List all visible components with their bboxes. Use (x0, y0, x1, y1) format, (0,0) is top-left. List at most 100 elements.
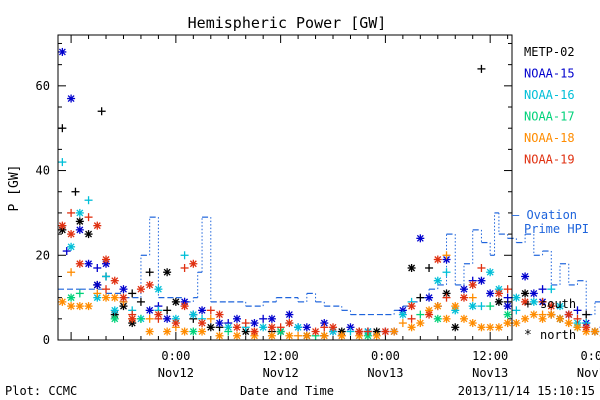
noaa-17-south-point (416, 310, 425, 319)
star-stroke (268, 332, 276, 340)
star-stroke (434, 315, 442, 323)
star-stroke (277, 328, 285, 335)
noaa-19-north-point (285, 319, 294, 328)
noaa-16-north-point (512, 293, 521, 302)
legend: METP-02 NOAA-15 NOAA-16 NOAA-17 NOAA-18 NOAA-… (512, 45, 589, 343)
noaa-15-north-point (215, 319, 224, 328)
noaa-18-south-point (67, 268, 76, 277)
star-stroke (547, 302, 555, 310)
noaa-16-north-point (154, 285, 163, 294)
x-tick-label-date: Nov12 (158, 366, 194, 380)
noaa-19-south-point (407, 314, 416, 323)
noaa-16-north-point (224, 323, 233, 332)
star-stroke (425, 311, 433, 319)
noaa-19-north-point (311, 327, 320, 336)
star-stroke (530, 289, 538, 297)
noaa-19-north-point (154, 310, 163, 319)
star-stroke (521, 289, 529, 297)
noaa-15-north-point (459, 285, 468, 294)
noaa-19-south-point (84, 213, 93, 222)
star-stroke (198, 319, 206, 327)
noaa-15-north-point (93, 280, 102, 289)
star-stroke (85, 302, 93, 310)
noaa-19-north-point (494, 289, 503, 298)
metp-02-north-point (494, 297, 503, 306)
star-stroke (233, 323, 241, 331)
star-stroke (416, 319, 424, 327)
star-stroke (434, 302, 442, 310)
noaa-19-north-point (145, 280, 154, 289)
legend-marker-south: south (540, 297, 576, 311)
noaa-16-south-point (84, 196, 93, 205)
noaa-16-north-point (529, 297, 538, 306)
noaa-18-north-point (486, 323, 495, 332)
x-tick-label-date: Nov13 (367, 366, 403, 380)
star-stroke (504, 311, 512, 319)
noaa-18-north-point (451, 302, 460, 311)
noaa-19-south-point (206, 306, 215, 315)
star-stroke (574, 323, 581, 331)
star-stroke (76, 260, 84, 268)
star-stroke (128, 315, 136, 323)
noaa-18-north-point (521, 314, 530, 323)
noaa-19-north-point (250, 327, 259, 336)
noaa-18-north-point (433, 302, 442, 311)
star-stroke (216, 311, 223, 319)
plot-source-label: Plot: CCMC (5, 384, 77, 398)
star-stroke (320, 319, 328, 327)
star-stroke (189, 328, 197, 335)
star-stroke (285, 332, 293, 340)
noaa-18-north-point (145, 327, 154, 336)
metp-02-north-point (75, 217, 84, 226)
noaa-15-north-point (198, 306, 207, 315)
metp-02-south-point (582, 310, 591, 319)
star-stroke (163, 268, 171, 276)
noaa-18-north-point (180, 327, 189, 336)
star-stroke (154, 285, 162, 293)
noaa-17-north-point (67, 293, 76, 302)
star-stroke (408, 302, 416, 310)
noaa-16-north-point (75, 208, 84, 217)
noaa-15-north-point (285, 310, 294, 319)
star-stroke (111, 315, 119, 323)
noaa-18-north-point (416, 319, 425, 328)
x-tick-label-time: 12:00 (472, 349, 508, 363)
noaa-15-north-point (302, 323, 311, 332)
star-stroke (102, 256, 110, 263)
noaa-18-north-point (320, 331, 329, 340)
star-stroke (591, 328, 599, 335)
star-stroke (495, 323, 503, 331)
noaa-18-north-point (198, 327, 207, 336)
star-stroke (565, 311, 573, 319)
noaa-15-south-point (573, 306, 582, 315)
star-stroke (216, 332, 223, 340)
star-stroke (312, 328, 320, 335)
star-stroke (242, 328, 250, 335)
noaa-18-north-point (67, 302, 76, 311)
star-stroke (556, 315, 564, 323)
noaa-19-north-point (58, 221, 67, 230)
star-stroke (67, 95, 75, 103)
noaa-18-north-point (538, 314, 547, 323)
legend-item-noaa-15: NOAA-15 (524, 67, 575, 81)
noaa-15-north-point (119, 285, 128, 294)
star-stroke (181, 328, 189, 335)
star-stroke (189, 260, 197, 268)
star-stroke (469, 319, 477, 327)
x-tick-label-time: 0:00 (161, 349, 190, 363)
x-tick-label-date: Nov13 (472, 366, 508, 380)
noaa-18-north-point (442, 314, 451, 323)
star-stroke (460, 315, 468, 323)
star-stroke (137, 285, 145, 293)
noaa-19-south-point (320, 323, 329, 332)
star-stroke (189, 311, 197, 319)
metp-02-south-point (71, 187, 80, 196)
star-stroke (76, 302, 84, 310)
noaa-15-south-point (503, 293, 512, 302)
metp-02-south-point (425, 263, 434, 272)
noaa-19-south-point (276, 323, 285, 332)
noaa-19-north-point (433, 255, 442, 264)
star-stroke (207, 323, 215, 331)
noaa-18-north-point (58, 297, 67, 306)
star-stroke (408, 323, 416, 331)
